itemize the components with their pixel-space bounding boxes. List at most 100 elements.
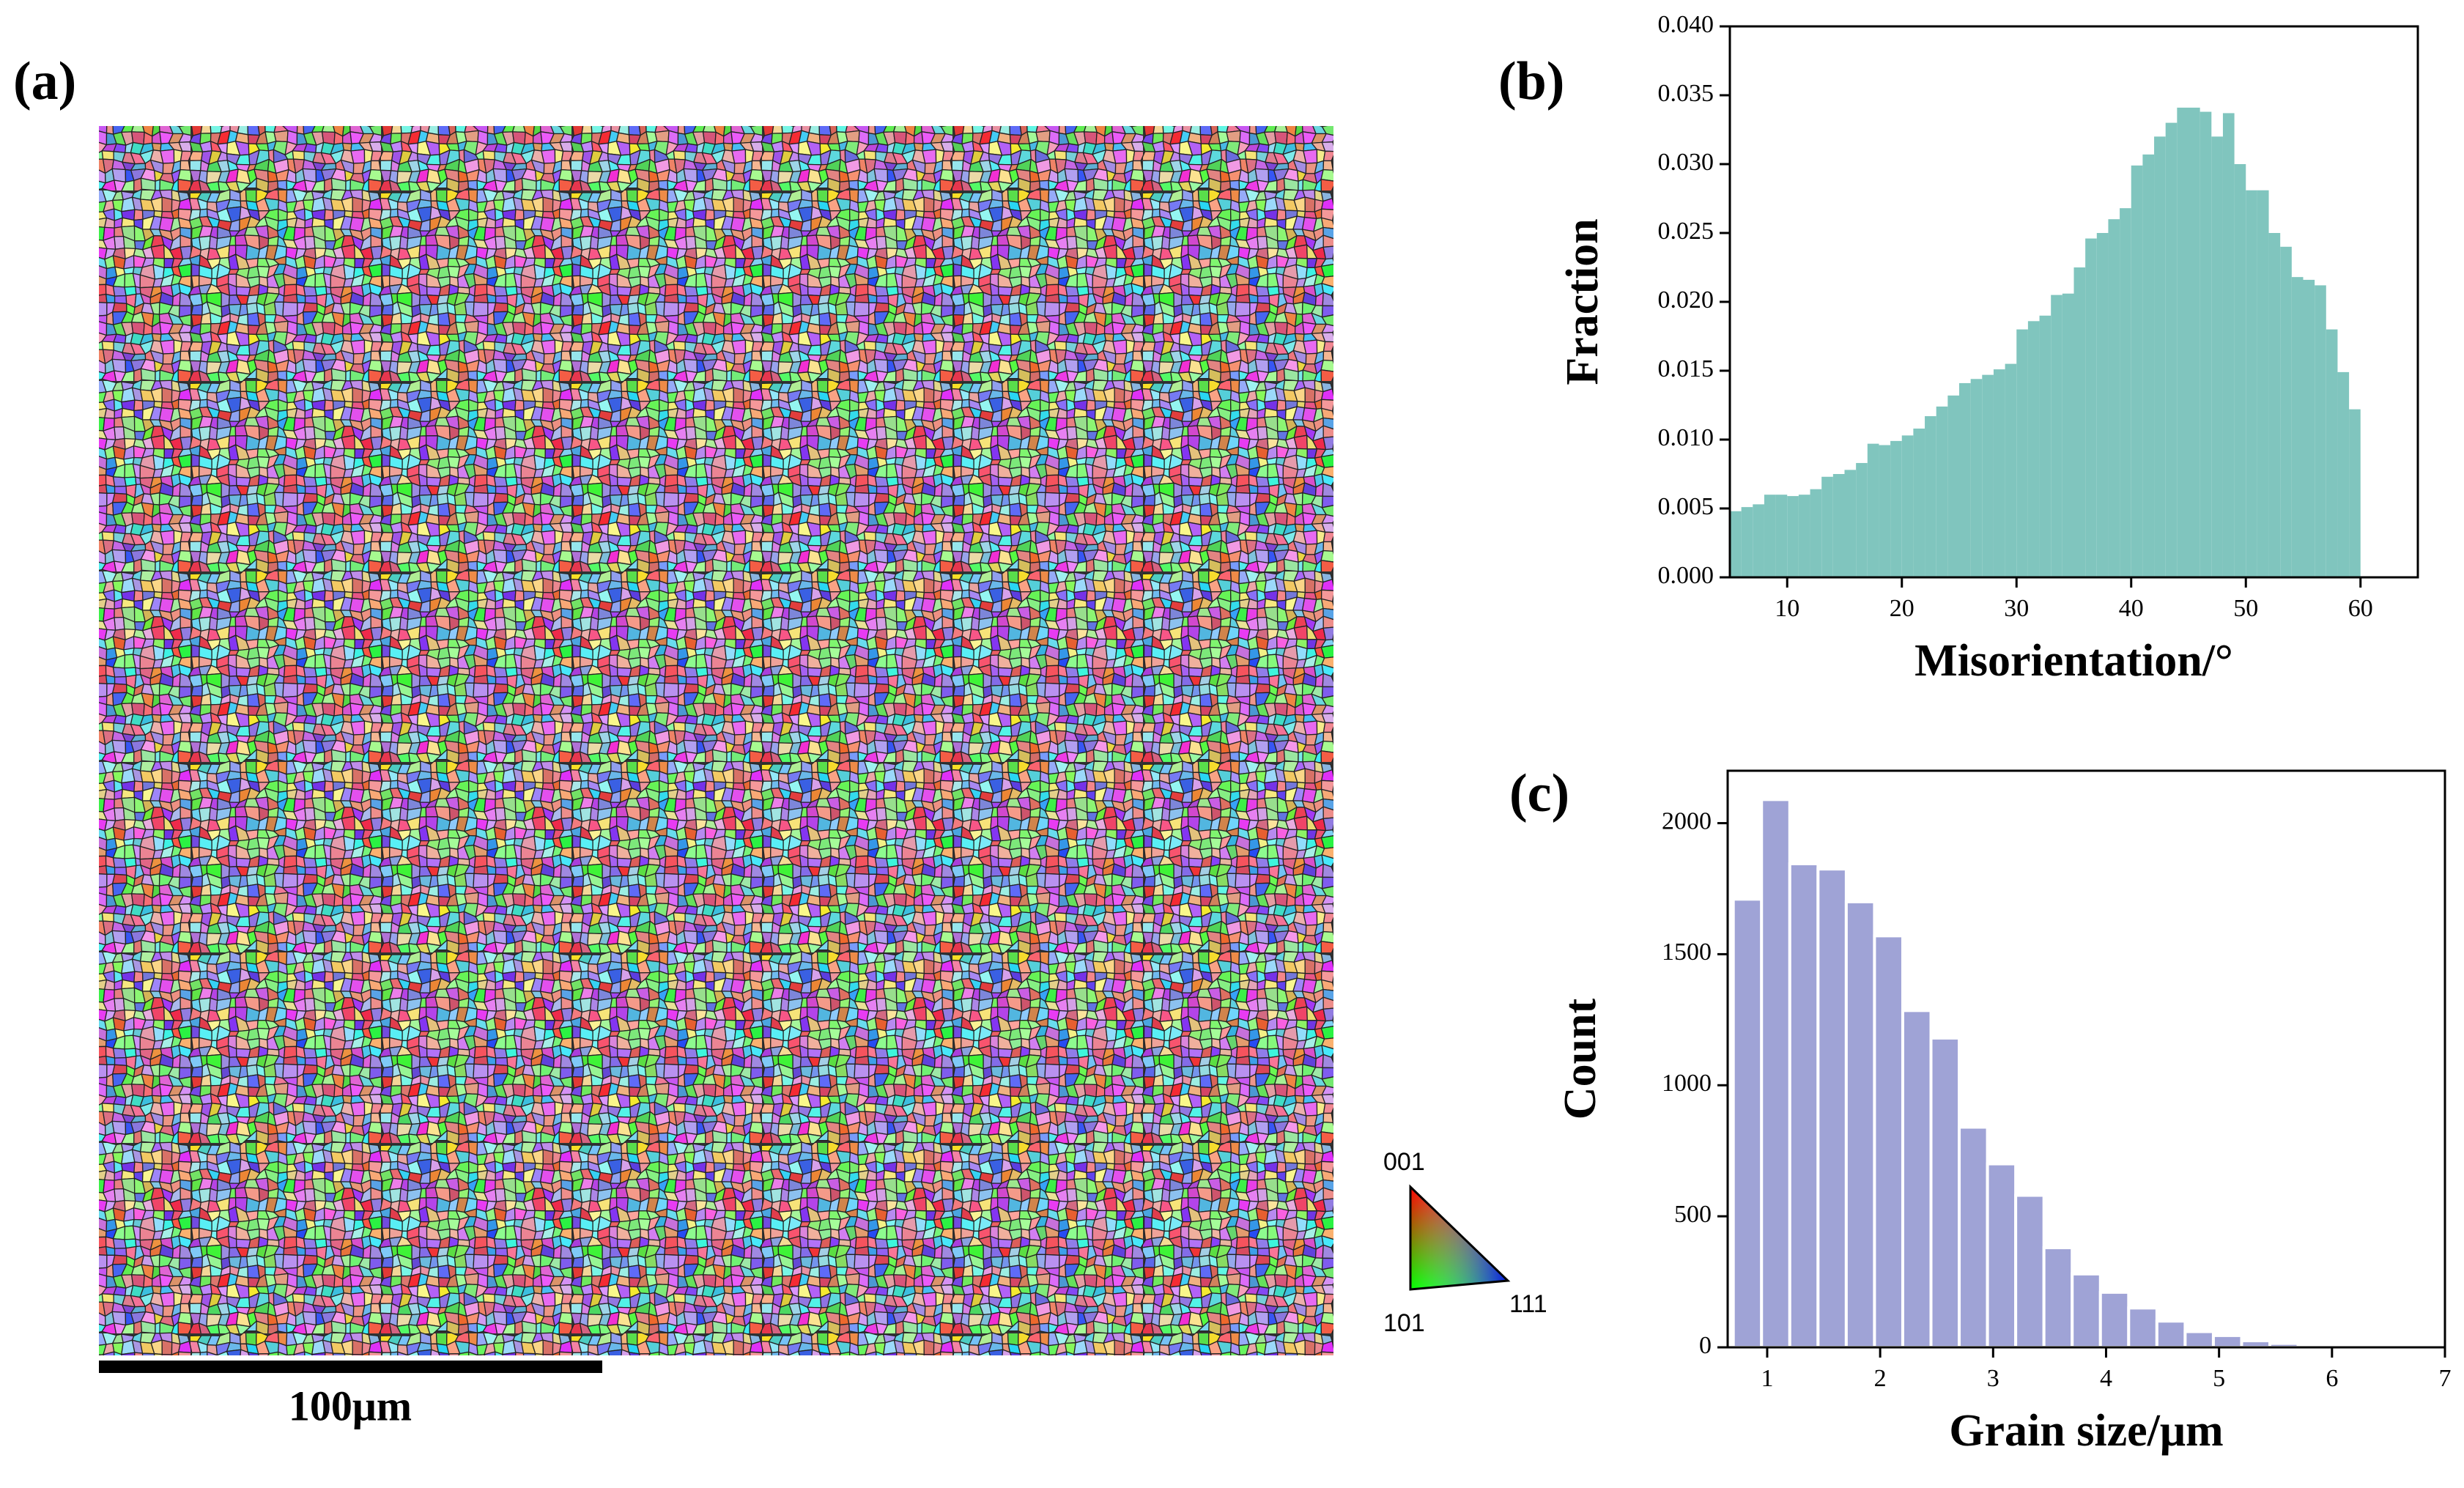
bar (2303, 279, 2315, 577)
panel-label: (c) (1509, 763, 1569, 823)
y-tick-label: 500 (1674, 1201, 1712, 1228)
bar (1986, 1162, 2018, 1350)
bar (2098, 1290, 2131, 1350)
bar (2246, 190, 2257, 578)
bar (2280, 246, 2292, 577)
bar (2211, 1333, 2243, 1349)
ipf-label: 001 (1383, 1148, 1425, 1176)
bar (1731, 897, 1764, 1349)
y-axis-title: Fraction (1558, 218, 1607, 385)
x-tick-label: 6 (2326, 1365, 2338, 1392)
bar (2257, 190, 2269, 578)
x-tick-label: 4 (2100, 1365, 2112, 1392)
bar (1958, 1125, 1989, 1349)
bar (2016, 329, 2028, 577)
bar (1936, 406, 1948, 577)
bar (2200, 111, 2212, 577)
bar (1947, 395, 1959, 577)
bar (2183, 1330, 2215, 1350)
bar (1844, 470, 1857, 577)
panel-label: (b) (1498, 51, 1564, 111)
bar (2349, 409, 2361, 577)
x-tick-label: 10 (1775, 595, 1799, 622)
bar (1741, 507, 1753, 577)
bar (2071, 1272, 2102, 1349)
x-axis-title: Misorientation/° (1914, 636, 2233, 686)
bar (2337, 371, 2350, 577)
bar (1873, 934, 1904, 1349)
bar (2326, 329, 2338, 577)
scale-bar-label: 100μm (289, 1382, 412, 1429)
bar (2155, 1319, 2187, 1350)
bar (2014, 1193, 2046, 1349)
bar (1816, 867, 1848, 1349)
bar (2039, 315, 2052, 577)
ipf-label: 111 (1509, 1290, 1547, 1318)
bar (2120, 208, 2131, 577)
bar (1867, 443, 1879, 577)
bar (1929, 1036, 1961, 1350)
bar (1832, 474, 1845, 577)
bar (1730, 511, 1742, 577)
bar (1764, 495, 1776, 577)
bar (1775, 495, 1788, 577)
bar (2211, 136, 2223, 577)
y-tick-label: 0.025 (1658, 218, 1714, 245)
scale-bar (99, 1361, 602, 1373)
ebsd-map (99, 126, 1333, 1355)
bar (2291, 277, 2304, 577)
bar (1982, 374, 1994, 577)
x-tick-label: 40 (2119, 595, 2144, 622)
bar (1925, 416, 1936, 577)
x-tick-label: 3 (1987, 1365, 1999, 1392)
bar (2222, 113, 2235, 577)
ipf-label: 101 (1383, 1309, 1425, 1337)
x-axis-title: Grain size/μm (1949, 1406, 2223, 1456)
bar (2027, 321, 2040, 577)
x-tick-label: 2 (1874, 1365, 1887, 1392)
bar (2131, 165, 2143, 577)
y-tick-label: 0.020 (1658, 286, 1714, 314)
x-tick-label: 60 (2348, 595, 2373, 622)
bar (2005, 363, 2017, 577)
bar (1760, 798, 1791, 1349)
x-tick-label: 1 (1761, 1365, 1773, 1392)
x-tick-label: 50 (2233, 595, 2258, 622)
y-tick-label: 0.005 (1658, 493, 1714, 520)
x-tick-label: 30 (2004, 595, 2029, 622)
y-tick-label: 0.035 (1658, 80, 1714, 107)
bar (1993, 369, 2005, 577)
y-tick-label: 0.010 (1658, 424, 1714, 451)
bar (2073, 267, 2086, 577)
bar (2085, 238, 2097, 577)
bar (1788, 862, 1820, 1349)
y-tick-label: 0.000 (1658, 562, 1714, 589)
y-tick-label: 1500 (1662, 939, 1712, 966)
bar (2051, 295, 2062, 577)
bar (1810, 489, 1822, 577)
y-tick-label: 0 (1699, 1332, 1712, 1359)
y-tick-label: 0.030 (1658, 149, 1714, 176)
y-axis-title: Count (1555, 998, 1605, 1119)
bar (2165, 122, 2178, 578)
bar (1890, 440, 1902, 577)
bar (2315, 285, 2326, 577)
panel-label: (a) (13, 51, 76, 111)
ipf-triangle-overlay (1409, 1184, 1511, 1291)
bar (1787, 496, 1799, 577)
x-tick-label: 20 (1890, 595, 1914, 622)
bar (1970, 379, 1983, 577)
ipf-legend: 001 101 111 (1383, 1148, 1547, 1337)
bar (2042, 1246, 2074, 1349)
bar (1879, 445, 1891, 577)
bar (1901, 435, 1914, 577)
bar (1913, 428, 1925, 577)
bar (2268, 233, 2281, 577)
bar (1901, 1009, 1933, 1349)
bar (1753, 504, 1764, 577)
y-tick-label: 2000 (1662, 807, 1712, 834)
y-tick-label: 0.040 (1658, 11, 1714, 38)
x-tick-label: 5 (2213, 1365, 2225, 1392)
bar (1856, 462, 1868, 577)
